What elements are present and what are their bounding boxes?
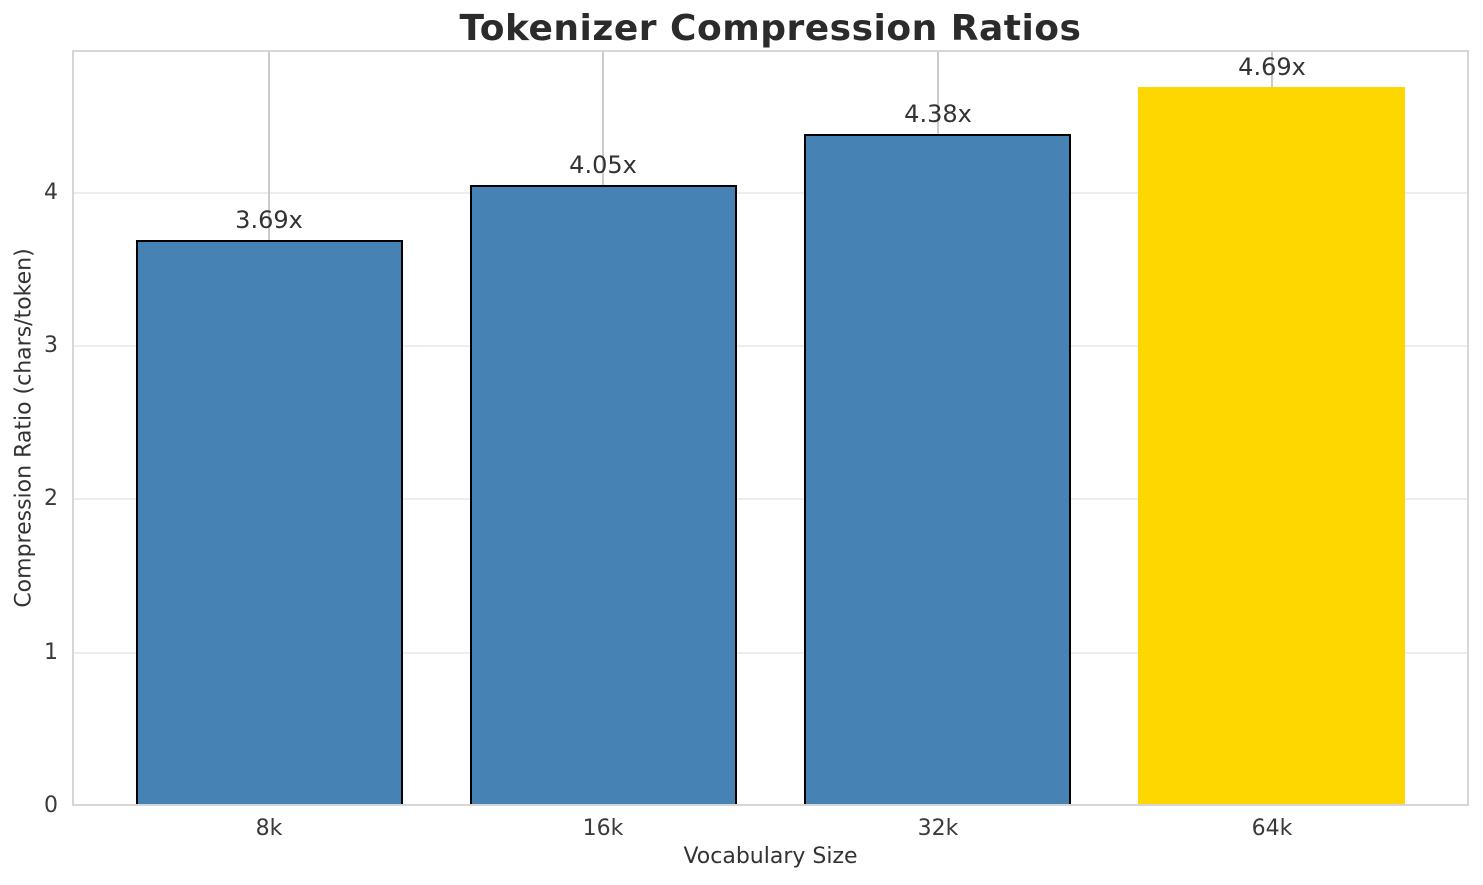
- ytick-label-4: 4: [44, 180, 58, 205]
- bar-16k: [470, 185, 737, 806]
- bar-8k: [136, 240, 403, 806]
- y-axis-label: Compression Ratio (chars/token): [11, 248, 37, 608]
- bar-32k: [804, 134, 1071, 806]
- ytick-label-0: 0: [44, 793, 58, 818]
- bar-value-label-16k: 4.05x: [569, 151, 637, 179]
- gridline-horizontal-2: [72, 498, 1469, 501]
- chart-title: Tokenizer Compression Ratios: [459, 8, 1082, 49]
- gridline-horizontal-3: [72, 344, 1469, 347]
- xtick-label-16k: 16k: [582, 816, 624, 841]
- plot-area: 3.69x 4.05x 4.38x 4.69x: [72, 50, 1469, 806]
- bar-value-label-8k: 3.69x: [235, 206, 303, 234]
- bar-value-label-64k: 4.69x: [1238, 53, 1306, 81]
- xtick-label-32k: 32k: [917, 816, 959, 841]
- ytick-label-2: 2: [44, 486, 58, 511]
- xtick-label-64k: 64k: [1251, 816, 1293, 841]
- ytick-label-1: 1: [44, 640, 58, 665]
- gridline-horizontal-1: [72, 651, 1469, 654]
- x-axis-label: Vocabulary Size: [683, 844, 858, 869]
- bar-value-label-32k: 4.38x: [904, 100, 972, 128]
- xtick-label-8k: 8k: [255, 816, 283, 841]
- ytick-label-3: 3: [44, 333, 58, 358]
- bar-64k: [1138, 87, 1405, 806]
- gridline-horizontal-4: [72, 191, 1469, 194]
